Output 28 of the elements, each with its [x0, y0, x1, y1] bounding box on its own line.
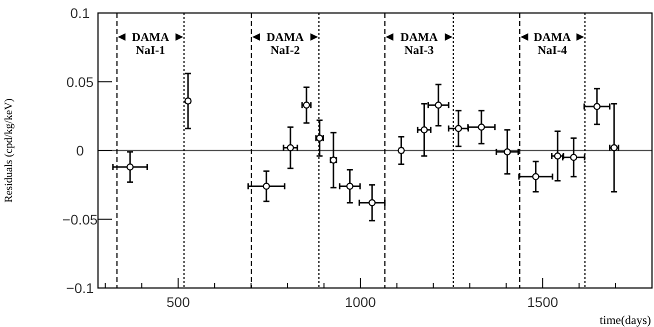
- point: [126, 163, 134, 171]
- annotation: DAMA NaI-2: [266, 30, 304, 57]
- annotation: DAMA NaI-3: [400, 30, 438, 57]
- annotation: DAMA NaI-1: [132, 30, 170, 57]
- point: [593, 102, 601, 110]
- point: [454, 124, 462, 132]
- point: [420, 126, 428, 134]
- x-axis-title: time(days): [600, 313, 651, 327]
- y-tick-label: −0.1: [66, 280, 94, 296]
- x-tick-label: 1000: [344, 294, 376, 310]
- point: [398, 146, 405, 154]
- point: [532, 173, 540, 180]
- point: [346, 182, 354, 190]
- y-tick-label: 0.1: [70, 5, 90, 21]
- point: [434, 102, 442, 109]
- point: [570, 154, 578, 161]
- x-tick-label: 1500: [527, 294, 558, 310]
- point: [262, 182, 270, 190]
- annotation: DAMA NaI-4: [534, 30, 572, 57]
- point: [478, 124, 486, 131]
- point: [368, 199, 376, 206]
- y-tick-label: 0: [76, 142, 84, 158]
- point: [504, 148, 511, 156]
- y-axis-title: Residuals (cpd/kg/keV): [3, 98, 15, 203]
- x-tick-label: 500: [166, 294, 190, 310]
- y-tick-label: −0.05: [62, 211, 98, 228]
- y-tick-label: 0.05: [66, 74, 94, 90]
- point: [286, 144, 294, 152]
